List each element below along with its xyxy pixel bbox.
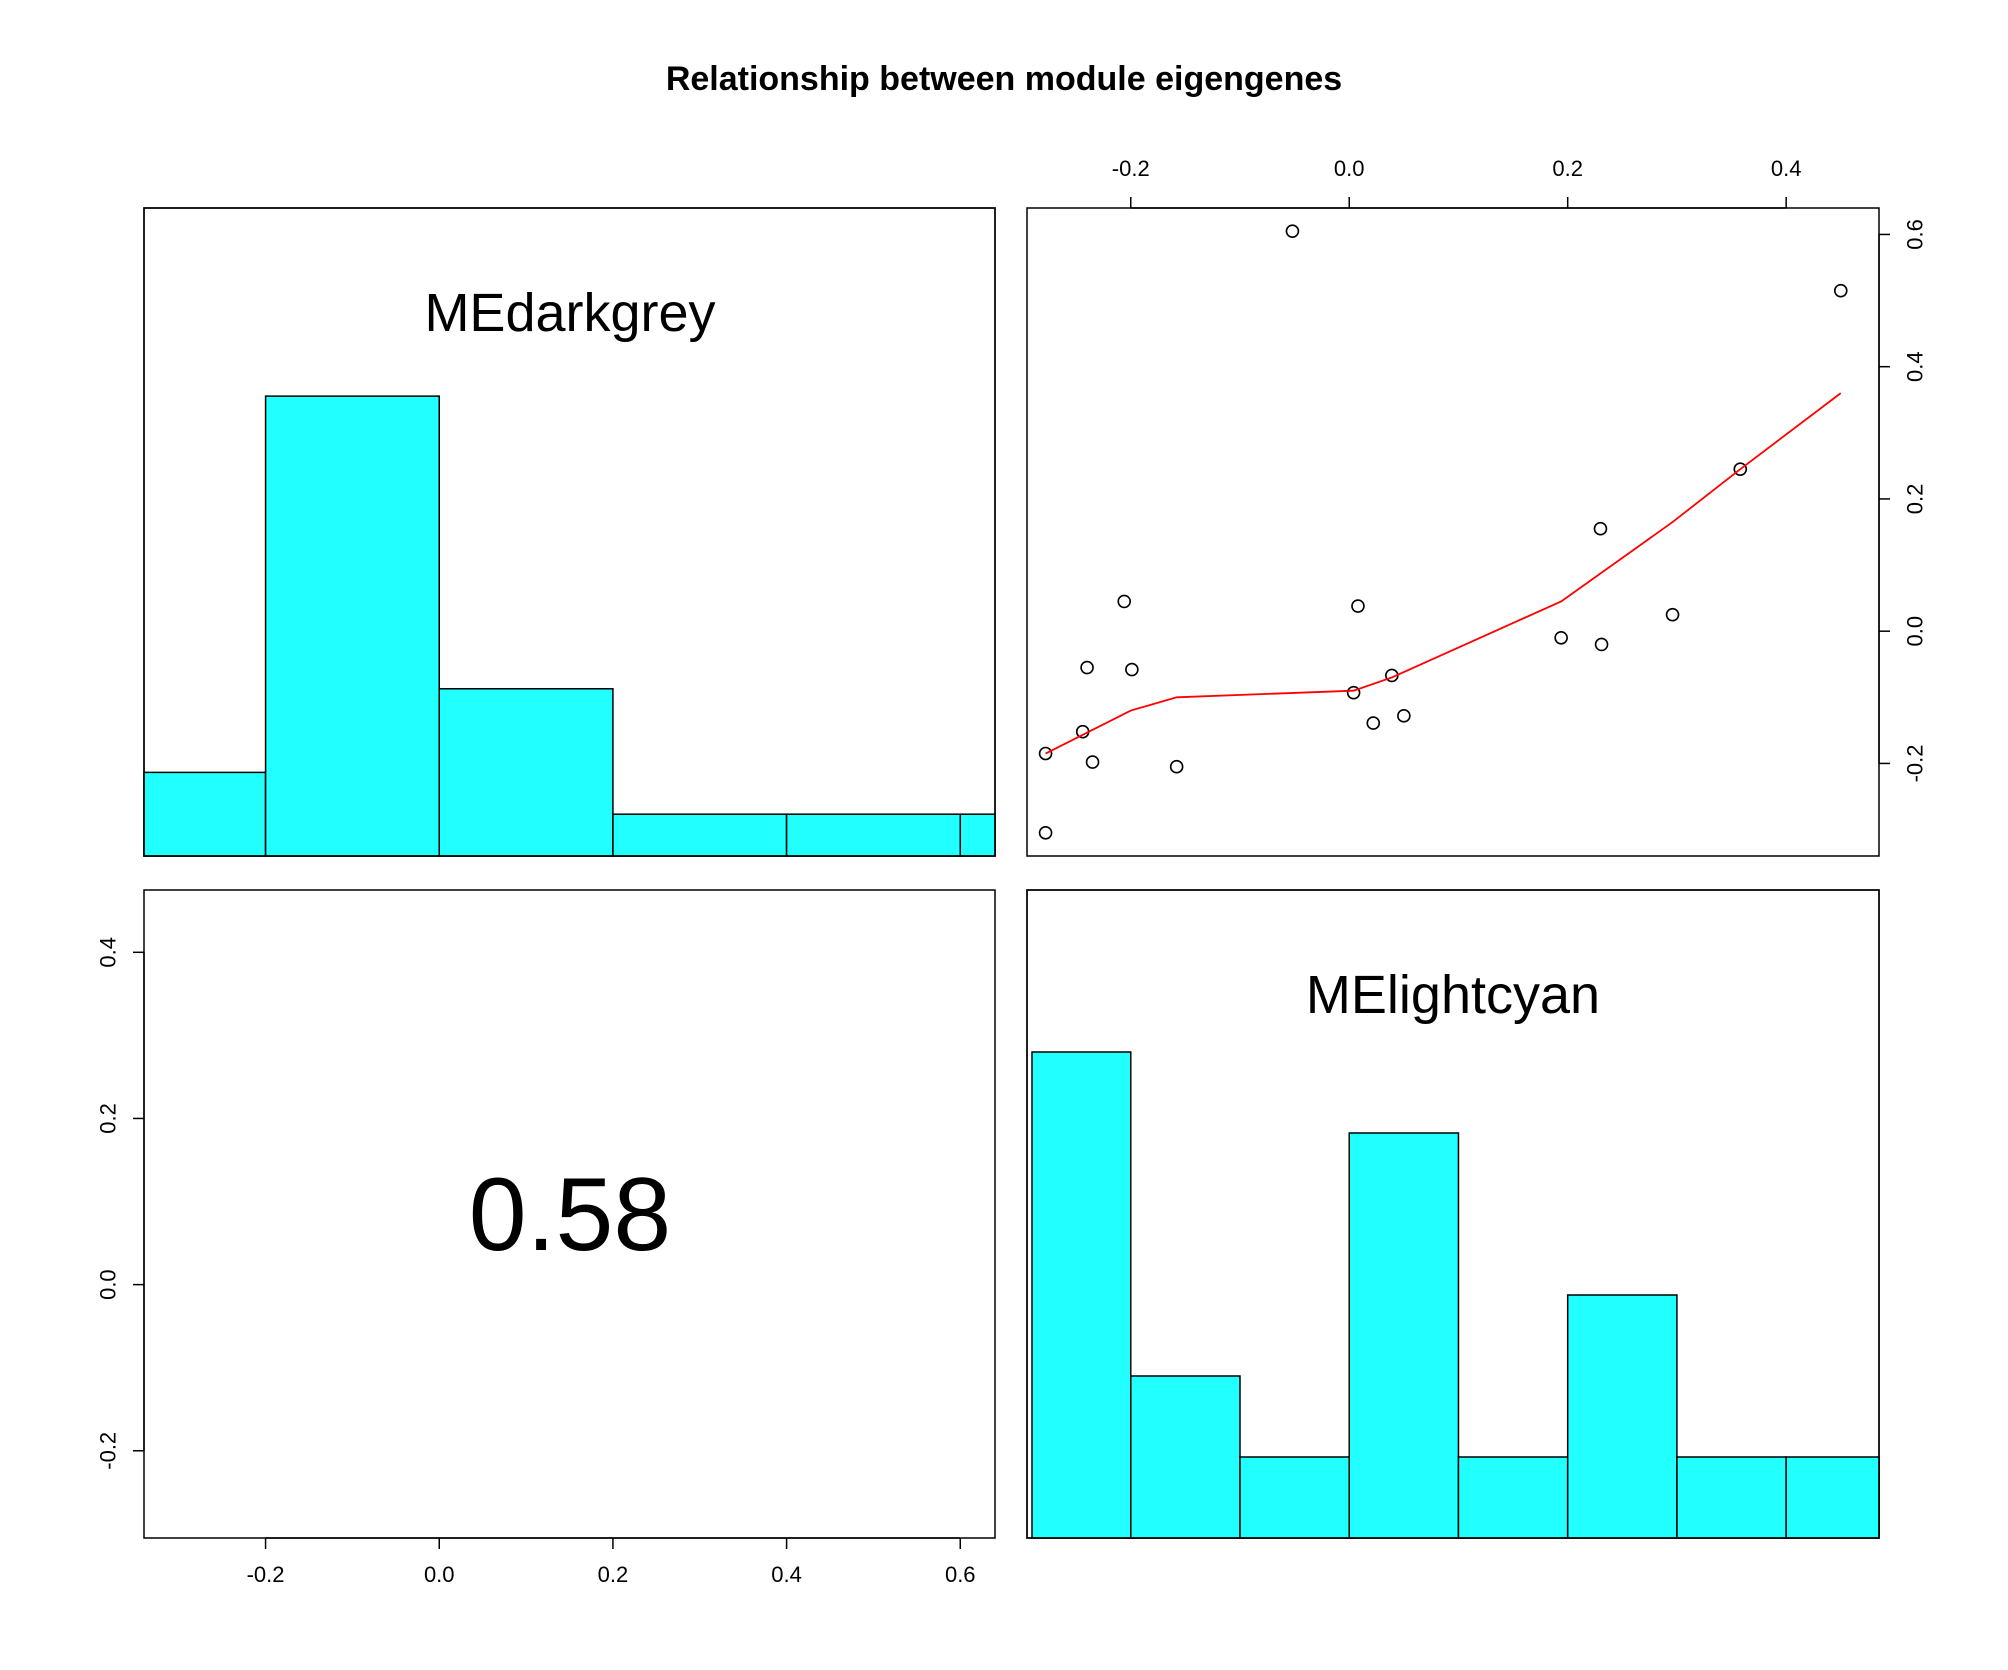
- chart-title: Relationship between module eigengenes: [666, 60, 1342, 98]
- axis-right-label-4: 0.6: [1903, 219, 1928, 250]
- axis-top: -0.2 0.0 0.2 0.4: [1112, 156, 1802, 209]
- axis-top-label-0: -0.2: [1112, 156, 1150, 181]
- scatter-point-19: [1833, 283, 1848, 298]
- scatter-point-11: [1366, 716, 1381, 730]
- scatter-point-9: [1346, 685, 1361, 700]
- axis-bottom-label-1: 0.0: [424, 1562, 455, 1587]
- scatter-point-4: [1085, 755, 1100, 769]
- scatter-point-0: [1038, 826, 1053, 840]
- hist-lightcyan-bar-6: [1676, 1456, 1787, 1539]
- scatter-point-5: [1117, 594, 1132, 609]
- axis-left-label-0: -0.2: [96, 1432, 121, 1470]
- hist-lightcyan-bar-5: [1566, 1294, 1678, 1539]
- scatter-point-10: [1351, 599, 1365, 613]
- scatter-point-3: [1080, 660, 1094, 675]
- scatter-points: [1038, 224, 1848, 840]
- variable-label-melightcyan: MElightcyan: [1306, 965, 1600, 1025]
- scatter-point-8: [1285, 224, 1300, 238]
- hist-darkgrey-bar-0: [143, 771, 267, 857]
- correlation-value: 0.58: [469, 1157, 671, 1273]
- axis-top-label-3: 0.4: [1771, 156, 1802, 181]
- panel-hist-medarkgrey-frame: [143, 207, 996, 857]
- scatter-point-17: [1665, 607, 1680, 622]
- hist-lightcyan-bar-2: [1239, 1456, 1350, 1539]
- axis-top-label-2: 0.2: [1552, 156, 1583, 181]
- hist-darkgrey-bar-5: [959, 813, 996, 857]
- axis-right: -0.2 0.0 0.2 0.4 0.6: [1878, 219, 1928, 782]
- hist-lightcyan-bar-7: [1785, 1456, 1880, 1539]
- variable-label-medarkgrey: MEdarkgrey: [424, 283, 715, 343]
- hist-darkgrey-bar-2: [438, 688, 614, 857]
- hist-darkgrey-bar-1: [264, 395, 440, 857]
- axis-bottom: -0.2 0.0 0.2 0.4 0.6: [247, 1537, 976, 1587]
- scatter-point-15: [1593, 521, 1608, 536]
- axis-bottom-label-0: -0.2: [247, 1562, 285, 1587]
- hist-melightcyan-bars: [1031, 1051, 1880, 1539]
- hist-lightcyan-bar-4: [1457, 1456, 1569, 1539]
- axis-left-label-3: 0.4: [96, 937, 121, 968]
- axis-bottom-label-4: 0.6: [945, 1562, 976, 1587]
- hist-darkgrey-bar-4: [785, 813, 962, 857]
- scatter-point-18: [1733, 462, 1748, 476]
- axis-bottom-label-2: 0.2: [598, 1562, 629, 1587]
- panel-hist-melightcyan-frame: [1026, 889, 1880, 1539]
- axis-right-label-1: 0.0: [1903, 616, 1928, 647]
- scatter-point-16: [1594, 637, 1609, 652]
- axis-top-label-1: 0.0: [1334, 156, 1365, 181]
- scatter-point-1: [1038, 746, 1053, 761]
- panel-scatter: [1026, 207, 1880, 857]
- hist-medarkgrey-bars: [143, 395, 996, 857]
- axis-left-label-1: 0.0: [96, 1269, 121, 1300]
- hist-lightcyan-bar-0: [1031, 1051, 1132, 1539]
- hist-lightcyan-bar-1: [1130, 1375, 1241, 1539]
- axis-right-label-0: -0.2: [1903, 744, 1928, 782]
- scatter-point-14: [1554, 630, 1568, 645]
- scatter-point-13: [1397, 709, 1411, 723]
- scatter-point-7: [1169, 759, 1184, 774]
- hist-darkgrey-bar-3: [612, 813, 788, 857]
- axis-right-label-3: 0.4: [1903, 351, 1928, 382]
- hist-lightcyan-bar-3: [1348, 1132, 1460, 1539]
- axis-right-label-2: 0.2: [1903, 484, 1928, 515]
- axis-left-label-2: 0.2: [96, 1103, 121, 1134]
- axis-left: -0.2 0.0 0.2 0.4: [96, 937, 145, 1470]
- axis-bottom-label-3: 0.4: [771, 1562, 802, 1587]
- scatter-point-6: [1125, 662, 1139, 677]
- smooth-line: [1045, 392, 1842, 755]
